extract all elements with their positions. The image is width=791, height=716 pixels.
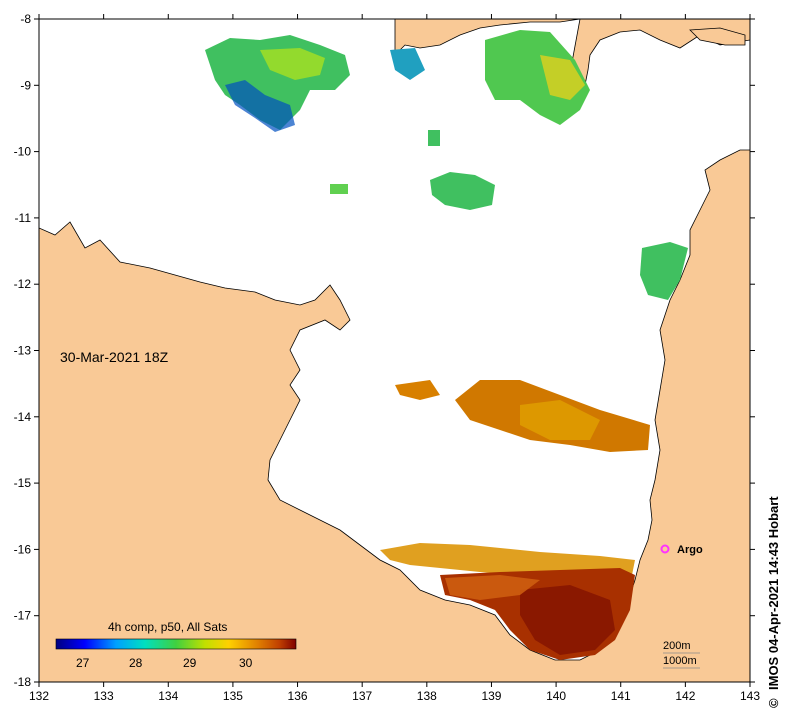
land-arnhem bbox=[39, 149, 750, 682]
land-island-1 bbox=[689, 27, 746, 46]
sst-patch-gulf-mid-y bbox=[520, 400, 600, 440]
y-tick-label: -9 bbox=[20, 78, 31, 92]
x-tick-label: 141 bbox=[611, 689, 631, 703]
sst-patch-small-2 bbox=[330, 184, 348, 194]
sst-patch-ne-blue bbox=[390, 48, 425, 80]
sst-patches bbox=[205, 30, 688, 660]
colorbar-tick: 28 bbox=[129, 656, 143, 670]
x-tick-label: 143 bbox=[740, 689, 760, 703]
y-tick-label: -14 bbox=[14, 410, 32, 424]
date-label: 30-Mar-2021 18Z bbox=[60, 349, 169, 365]
x-tick-label: 137 bbox=[352, 689, 372, 703]
sst-patch-gulf-west bbox=[395, 380, 440, 400]
land-newguinea bbox=[394, 19, 581, 56]
scale-1000m: 1000m bbox=[663, 655, 697, 667]
y-tick-label: -15 bbox=[14, 476, 32, 490]
sst-patch-ne bbox=[485, 30, 590, 125]
x-tick-label: 134 bbox=[158, 689, 178, 703]
y-axis: -8 -9 -10 -11 -12 -13 -14 -15 -16 -17 -18 bbox=[14, 12, 755, 689]
scale-200m: 200m bbox=[663, 640, 691, 652]
copyright-symbol: © bbox=[766, 698, 781, 708]
x-tick-label: 139 bbox=[481, 689, 501, 703]
y-tick-label: -12 bbox=[14, 277, 32, 291]
x-tick-label: 133 bbox=[94, 689, 114, 703]
x-tick-label: 138 bbox=[417, 689, 437, 703]
argo-marker[interactable] bbox=[660, 544, 670, 554]
x-tick-label: 135 bbox=[223, 689, 243, 703]
colorbar-ticks: 27 28 29 30 bbox=[76, 656, 253, 670]
x-tick-label: 140 bbox=[546, 689, 566, 703]
x-tick-label: 136 bbox=[288, 689, 308, 703]
colorbar-tick: 29 bbox=[183, 656, 197, 670]
y-tick-label: -17 bbox=[14, 609, 32, 623]
colorbar-tick: 27 bbox=[76, 656, 90, 670]
sst-patch-gulf-se-or bbox=[445, 575, 540, 600]
sst-patch-small-1 bbox=[428, 130, 440, 146]
y-tick-label: -13 bbox=[14, 344, 32, 358]
argo-label: Argo bbox=[677, 544, 703, 556]
sst-patch-center bbox=[430, 172, 495, 210]
x-tick-label: 142 bbox=[675, 689, 695, 703]
x-axis: 132 133 134 135 136 137 138 139 140 141 142 143 bbox=[29, 14, 760, 703]
sst-patch-gulf-se-dark bbox=[520, 585, 615, 655]
y-tick-label: -11 bbox=[15, 211, 32, 225]
sst-patch-east bbox=[640, 242, 688, 300]
colorbar bbox=[55, 638, 297, 650]
credit-label: IMOS 04-Apr-2021 14:43 Hobart bbox=[766, 496, 781, 690]
x-tick-label: 132 bbox=[29, 689, 49, 703]
sst-patch-nw-blue bbox=[225, 80, 295, 132]
y-tick-label: -10 bbox=[14, 145, 32, 159]
colorbar-tick: 30 bbox=[239, 656, 253, 670]
y-tick-label: -16 bbox=[14, 542, 32, 556]
y-tick-label: -8 bbox=[20, 12, 31, 26]
y-tick-label: -18 bbox=[14, 675, 32, 689]
sst-patch-nw-yellow bbox=[260, 48, 325, 80]
sst-patch-ne-yellow bbox=[540, 55, 585, 100]
colorbar-title: 4h comp, p50, All Sats bbox=[108, 620, 227, 634]
